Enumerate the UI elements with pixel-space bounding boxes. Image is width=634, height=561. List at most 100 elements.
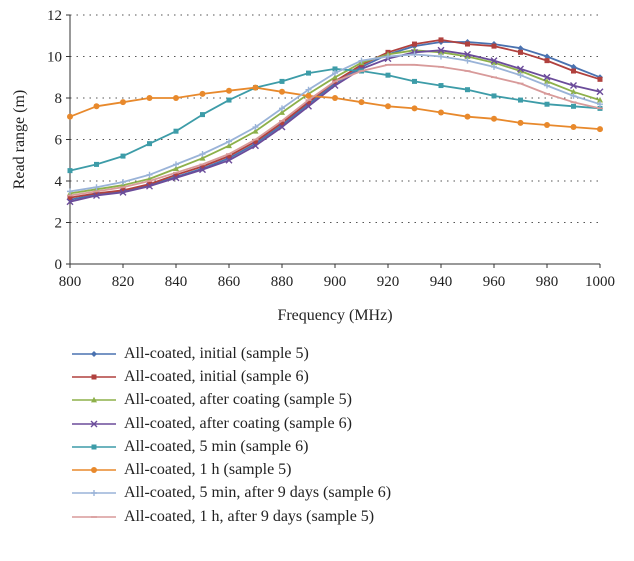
series-4-point-7: [252, 142, 259, 150]
series-7-point-6: [226, 138, 232, 145]
legend-label-6: All-coated, 1 h (sample 5): [124, 461, 292, 479]
legend-swatch-6: [72, 467, 116, 474]
series-5-point-12: [385, 72, 391, 78]
series-6-point-9: [305, 92, 312, 99]
legend-marker-7: [91, 490, 97, 497]
legend-item-3: All-coated, after coating (sample 5): [70, 389, 590, 412]
x-tick-label-9: 980: [536, 274, 559, 290]
x-tick-label-6: 920: [377, 274, 400, 290]
series-3-point-18: [544, 78, 550, 84]
axes: [66, 14, 601, 268]
series-7-point-12: [385, 53, 391, 60]
legend-marker-5: [91, 444, 97, 450]
series-3-point-20: [597, 96, 603, 103]
series-5-point-14: [438, 83, 444, 89]
x-tick-label-5: 900: [324, 274, 347, 290]
series-lines: [66, 37, 604, 206]
series-2-point-3: [147, 181, 152, 187]
series-3-point-5: [199, 154, 206, 161]
series-7-point-9: [305, 86, 312, 93]
series-7-point-15: [464, 57, 471, 64]
series-4-point-5: [199, 166, 206, 174]
series-7-point-7: [252, 124, 259, 131]
legend-item-7: All-coated, 5 min, after 9 days (sample …: [70, 482, 590, 505]
series-7-point-2: [120, 179, 126, 186]
series-6-point-2: [120, 99, 126, 106]
series-4-point-2: [119, 188, 127, 196]
series-7-point-1: [93, 184, 100, 191]
x-tick-label-10: 1000: [585, 274, 615, 290]
series-2-point-14: [438, 37, 444, 43]
series-7-point-16: [491, 63, 497, 70]
series-4-point-17: [517, 65, 524, 73]
legend-label-4: All-coated, after coating (sample 6): [124, 414, 352, 432]
series-4-point-6: [225, 156, 233, 164]
series-6-point-15: [464, 113, 471, 120]
series-3-point-14: [438, 49, 444, 55]
series-6: [67, 84, 603, 133]
legend-label-3: All-coated, after coating (sample 5): [124, 391, 352, 409]
series-2-point-8: [279, 120, 285, 126]
series-4-point-19: [570, 82, 577, 90]
y-tick-label-3: 6: [55, 133, 63, 149]
y-tick-label-6: 12: [47, 8, 62, 24]
series-6-point-12: [385, 103, 391, 110]
x-tick-label-3: 860: [218, 274, 241, 290]
x-tick-label-4: 880: [271, 274, 294, 290]
series-3-point-17: [517, 67, 524, 74]
y-tick-labels: 0 2 4 6 8 10 12: [47, 8, 63, 273]
series-1-point-18: [544, 53, 550, 60]
series-7-point-3: [146, 171, 153, 178]
series-5-point-9: [306, 70, 311, 76]
series-5-point-0: [67, 168, 73, 174]
legend-marker-1: [91, 350, 97, 357]
series-2-point-17: [518, 49, 523, 55]
series-5-point-4: [173, 128, 179, 134]
series-4-point-15: [464, 50, 471, 58]
y-axis-title: Read range (m): [11, 90, 28, 190]
series-7-point-19: [570, 92, 577, 99]
series-2-point-9: [306, 99, 311, 105]
series-3-point-10: [332, 74, 338, 80]
series-3-point-19: [570, 88, 577, 95]
legend: All-coated, initial (sample 5) All-coated…: [70, 342, 590, 528]
x-tick-labels: 800 820 840 860 880 900 920 940 960 980 1000: [59, 274, 615, 290]
y-tick-label-4: 8: [55, 91, 63, 107]
series-4-point-3: [146, 182, 153, 190]
series-6-point-10: [332, 95, 338, 101]
series-2-point-0: [67, 195, 73, 201]
legend-swatch-1: [72, 350, 116, 357]
series-2-point-6: [226, 153, 232, 159]
series-6-point-14: [438, 109, 444, 116]
series-7-point-0: [67, 188, 73, 195]
series-2-point-19: [571, 68, 576, 74]
legend-item-1: All-coated, initial (sample 5): [70, 342, 590, 365]
series-2-point-7: [253, 139, 258, 145]
series-5-point-2: [120, 153, 126, 159]
series-6-point-18: [544, 121, 550, 128]
y-tick-label-2: 4: [55, 174, 63, 190]
legend-swatch-4: [72, 420, 116, 428]
series-6-point-6: [226, 87, 232, 94]
series-6-point-16: [491, 115, 497, 122]
x-tick-label-8: 960: [483, 274, 506, 290]
series-7-point-13: [411, 51, 418, 58]
series-5-point-3: [147, 141, 152, 147]
series-6-point-5: [199, 90, 206, 97]
legend-swatch-5: [72, 444, 116, 450]
legend-marker-6: [91, 467, 97, 474]
series-5-point-13: [412, 78, 417, 84]
series-5-point-16: [491, 93, 497, 99]
series-4-point-16: [490, 57, 498, 65]
series-2-point-20: [597, 76, 603, 82]
legend-swatch-8: [72, 515, 116, 518]
series-3-point-7: [252, 128, 259, 134]
series-6-point-8: [279, 88, 285, 95]
y-tick-label-5: 10: [47, 50, 62, 66]
series-3-point-8: [279, 109, 285, 115]
series-4-point-20: [596, 88, 604, 96]
series-6-point-19: [570, 124, 577, 131]
series-7-point-11: [358, 57, 365, 64]
x-tick-label-1: 820: [112, 274, 135, 290]
